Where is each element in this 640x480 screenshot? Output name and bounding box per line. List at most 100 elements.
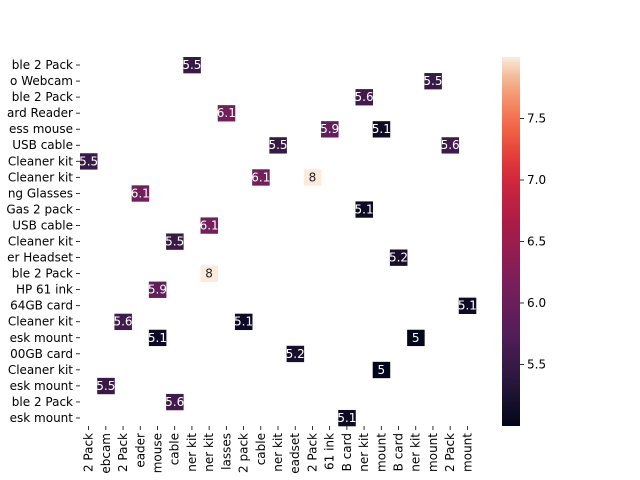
- heatmap-cell: [217, 105, 236, 122]
- cell-value-label: 6.1: [251, 170, 270, 184]
- cell-value-label: 5: [377, 363, 385, 377]
- x-tick-label: mouse: [150, 433, 164, 473]
- colorbar-gradient: [502, 57, 520, 426]
- cell-value-label: 5: [412, 331, 420, 345]
- x-tick-label: 2 Pack: [116, 433, 130, 472]
- heatmap-cell: [252, 169, 270, 186]
- y-tick-label: esk mount: [10, 411, 74, 425]
- colorbar-tick-label: 7.0: [527, 173, 546, 187]
- y-tick-label: ble 2 Pack: [12, 395, 73, 409]
- y-tick-label: esk mount: [10, 379, 74, 393]
- heatmap-cell: [441, 137, 460, 154]
- cell-value-label: 5.1: [234, 315, 253, 329]
- heatmap-cell: [200, 265, 219, 282]
- cell-value-label: 5.1: [458, 299, 477, 313]
- heatmap-cell: [372, 361, 391, 379]
- y-tick-label: Cleaner kit: [8, 154, 73, 168]
- x-tick-label: ebcam: [99, 433, 113, 474]
- heatmap-cells: 5.5 5.5 5.6 6.1 5.9 5.1 5.5 5.6 5.5 6.1 8 6.1 5.1 6.1…: [79, 57, 477, 427]
- y-tick-label: esk mount: [10, 331, 74, 345]
- heatmap-cell: [355, 201, 373, 218]
- colorbar-tick-label: 7.5: [527, 112, 546, 126]
- y-tick-label: Cleaner kit: [8, 363, 73, 377]
- y-tick-label: o Webcam: [10, 74, 73, 88]
- x-tick-label: eader: [133, 433, 147, 468]
- heatmap-cell: [148, 281, 167, 298]
- cell-value-label: 5.1: [148, 331, 167, 345]
- heatmap-cell: [355, 89, 373, 106]
- heatmap-cell: [372, 121, 391, 138]
- y-tick-label: ess mouse: [9, 122, 73, 136]
- cell-value-label: 5.5: [268, 138, 287, 152]
- cell-value-label: 8: [205, 267, 213, 281]
- heatmap-cell: [407, 329, 425, 347]
- y-tick-label: er Headset: [7, 251, 73, 265]
- cell-value-label: 6.1: [200, 218, 219, 232]
- heatmap-cell: [131, 185, 150, 202]
- cell-value-label: 5.5: [96, 379, 115, 393]
- y-tick-label: ble 2 Pack: [12, 267, 73, 281]
- y-tick-label: ng Glasses: [8, 186, 73, 200]
- cell-value-label: 5.1: [355, 202, 374, 216]
- cell-value-label: 6.1: [217, 106, 236, 120]
- x-tick-label: ner kit: [185, 433, 199, 472]
- y-tick-label: Cleaner kit: [8, 170, 73, 184]
- x-tick-label: 2 Pack: [305, 433, 319, 472]
- cell-value-label: 5.6: [355, 90, 374, 104]
- cell-value-label: 5.9: [320, 122, 339, 136]
- cell-value-label: 5.9: [148, 283, 167, 297]
- heatmap-cell: [424, 73, 442, 90]
- colorbar-tick-label: 6.5: [527, 235, 546, 249]
- y-tick-label: Cleaner kit: [8, 235, 73, 249]
- x-tick-label: 2 Pack: [82, 433, 96, 472]
- heatmap-cell: [80, 153, 98, 170]
- heatmap-cell: [166, 393, 184, 411]
- x-tick-label: ner kit: [202, 433, 216, 472]
- heatmap-cell: [269, 137, 287, 154]
- colorbar: 5.5 6.0 6.5 7.0 7.5: [502, 57, 546, 426]
- x-tick-label: 2 Pack: [443, 433, 457, 472]
- cell-value-label: 5.5: [423, 74, 442, 88]
- x-tick-label: lasses: [219, 433, 233, 470]
- cell-value-label: 5.2: [389, 251, 408, 265]
- cell-value-label: 8: [309, 170, 317, 184]
- y-tick-label: ble 2 Pack: [12, 90, 73, 104]
- cell-value-label: 5.5: [165, 235, 184, 249]
- x-tick-label: 2 pack: [237, 433, 251, 473]
- x-tick-label: eadset: [288, 433, 302, 474]
- x-tick-label: ner kit: [271, 433, 285, 472]
- y-tick-label: HP 61 ink: [16, 283, 73, 297]
- colorbar-tick-label: 5.5: [527, 358, 546, 372]
- x-tick-label: mount: [460, 433, 474, 472]
- cell-value-label: 5.2: [286, 347, 305, 361]
- cell-value-label: 5.5: [79, 154, 98, 168]
- cell-value-label: 5.6: [165, 395, 184, 409]
- y-tick-label: ard Reader: [7, 106, 73, 120]
- y-tick-label: Gas 2 pack: [6, 202, 73, 216]
- cell-value-label: 5.6: [113, 315, 132, 329]
- x-axis-labels: 2 Pack ebcam 2 Pack eader mouse cable ner kit n…: [82, 426, 474, 474]
- y-axis-labels: ble 2 Pack o Webcam ble 2 Pack ard Reader es…: [6, 58, 80, 425]
- cell-value-label: 5.5: [182, 58, 201, 72]
- y-tick-label: 64GB card: [10, 299, 73, 313]
- heatmap-cell: [458, 297, 477, 314]
- x-tick-label: B card: [340, 433, 354, 471]
- x-tick-label: B card: [392, 433, 406, 471]
- y-tick-label: USB cable: [12, 218, 73, 232]
- heatmap-cell: [338, 409, 356, 427]
- heatmap-cell: [321, 121, 339, 138]
- cell-value-label: 5.6: [441, 138, 460, 152]
- heatmap-cell: [166, 233, 184, 250]
- heatmap-cell: [389, 249, 408, 266]
- y-tick-label: ble 2 Pack: [12, 58, 73, 72]
- x-tick-label: cable: [168, 433, 182, 465]
- y-tick-label: Cleaner kit: [8, 315, 73, 329]
- heatmap-cell: [303, 169, 322, 186]
- y-tick-label: USB cable: [12, 138, 73, 152]
- colorbar-tick-label: 6.0: [527, 296, 546, 310]
- x-tick-label: ner kit: [357, 433, 371, 472]
- x-tick-label: cable: [254, 433, 268, 465]
- cell-value-label: 5.1: [372, 122, 391, 136]
- x-tick-label: 61 ink: [323, 433, 337, 470]
